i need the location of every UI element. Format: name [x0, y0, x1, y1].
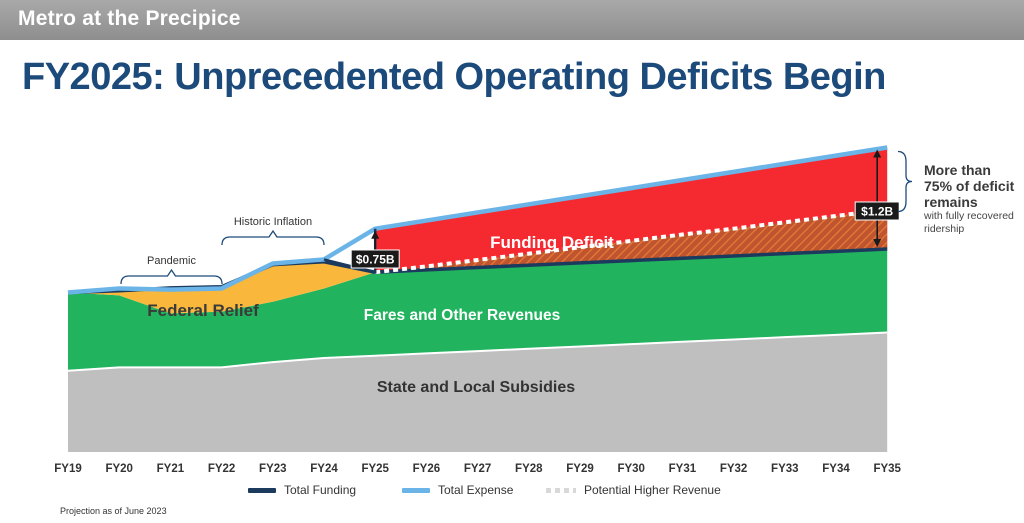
- deficit-side-note: More than 75% of deficit remains with fu…: [924, 162, 1020, 235]
- historic-inflation-label: Historic Inflation: [234, 216, 312, 228]
- legend-swatch-total-expense: [402, 487, 430, 493]
- legend-higher-revenue: Potential Higher Revenue: [546, 483, 721, 497]
- deficit-brace: [897, 150, 913, 213]
- label-state-local-subsidies: State and Local Subsidies: [377, 379, 575, 396]
- legend-label-higher-revenue: Potential Higher Revenue: [584, 483, 721, 497]
- x-tick-label: FY32: [720, 463, 748, 475]
- line-total-expense: [67, 145, 888, 295]
- fy35-deficit-tag-text: $1.2B: [861, 205, 893, 219]
- legend-swatch-total-funding: [248, 487, 276, 493]
- legend-label-total-expense: Total Expense: [438, 483, 514, 497]
- x-tick-label: FY19: [54, 463, 82, 475]
- note-light-text: with fully recovered ridership: [924, 210, 1014, 235]
- legend-total-expense: Total Expense: [402, 483, 513, 497]
- label-federal-relief: Federal Relief: [147, 301, 259, 320]
- fy35-deficit-arrow-head-bottom: [873, 239, 882, 247]
- fy25-deficit-tag-text: $0.75B: [356, 253, 395, 267]
- state-local-divider: [67, 331, 888, 372]
- chart-legend: Total Funding Total Expense Potential Hi…: [0, 483, 1024, 499]
- note-strong-text: More than 75% of deficit remains: [924, 162, 1015, 210]
- deck-title: Metro at the Precipice: [18, 7, 241, 30]
- top-banner: Metro at the Precipice: [0, 0, 1024, 40]
- x-tick-label: FY30: [617, 463, 645, 475]
- x-tick-label: FY28: [515, 463, 543, 475]
- x-tick-label: FY21: [157, 463, 185, 475]
- legend-label-total-funding: Total Funding: [284, 483, 357, 497]
- legend-total-funding: Total Funding: [248, 483, 356, 497]
- label-funding-deficit: Funding Deficit: [490, 233, 614, 252]
- legend-swatch-higher-revenue: [546, 487, 576, 493]
- x-tick-label: FY33: [771, 463, 799, 475]
- x-tick-label: FY26: [413, 463, 441, 475]
- fy25-deficit-tag-box: [350, 249, 400, 269]
- x-tick-label: FY31: [669, 463, 697, 475]
- x-tick-label: FY27: [464, 463, 492, 475]
- fy35-deficit-arrow-head-top: [873, 149, 882, 158]
- area-fares-revenues: [68, 249, 888, 371]
- pandemic-label: Pandemic: [147, 255, 196, 267]
- x-tick-label: FY35: [873, 463, 901, 475]
- fy25-deficit-arrow-head-top: [371, 230, 380, 239]
- label-fares-revenues: Fares and Other Revenues: [364, 307, 560, 324]
- x-tick-label: FY29: [566, 463, 594, 475]
- x-tick-label: FY24: [310, 463, 338, 475]
- x-tick-label: FY22: [208, 463, 236, 475]
- slide-headline: FY2025: Unprecedented Operating Deficits…: [22, 56, 886, 98]
- x-tick-label: FY23: [259, 463, 287, 475]
- historic-inflation-bracket: [221, 229, 325, 246]
- area-potential-higher-revenue: [375, 209, 888, 273]
- x-tick-label: FY25: [361, 463, 389, 475]
- x-tick-label: FY34: [822, 463, 850, 475]
- footnote: Projection as of June 2023: [60, 506, 167, 516]
- x-tick-label: FY20: [105, 463, 133, 475]
- pandemic-bracket: [120, 268, 223, 285]
- line-potential-higher-revenue: [374, 207, 888, 275]
